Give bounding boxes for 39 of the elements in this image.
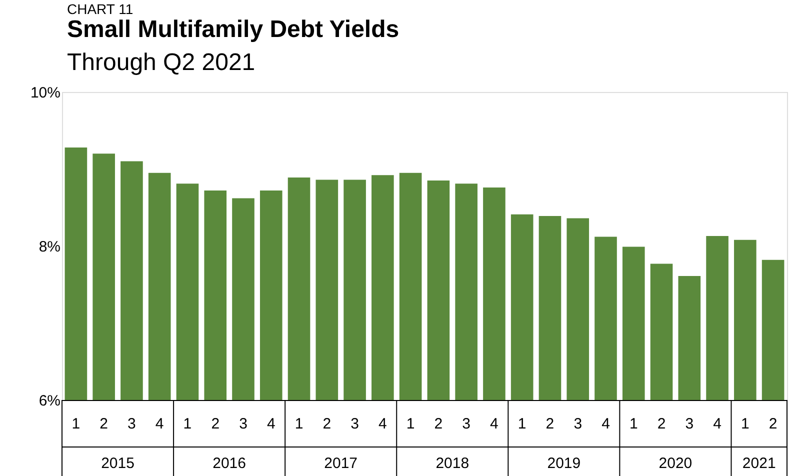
x-tick-label: 2 xyxy=(768,416,778,432)
x-tick-label: 1 xyxy=(518,416,526,432)
x-tick-label: 2 xyxy=(546,416,554,432)
x-tick-label: 3 xyxy=(350,416,359,432)
x-tick-label: 2 xyxy=(211,416,220,432)
x-tick-label: 2 xyxy=(322,416,332,432)
x-tick-label: 3 xyxy=(128,416,136,432)
x-tick-label: 4 xyxy=(155,416,164,432)
x-tick-label: 1 xyxy=(294,416,304,432)
text: 2016 xyxy=(212,455,246,472)
text: 2015 xyxy=(101,455,134,472)
x-tick-label: 4 xyxy=(713,416,722,432)
x-tick-label: 1 xyxy=(183,416,192,432)
y-tick-label: 8% xyxy=(38,238,60,256)
y-tick-label: 10% xyxy=(30,84,60,102)
x-tick-label: 2 xyxy=(434,416,443,432)
x-tick-label: 4 xyxy=(602,416,610,432)
y-tick-label: 6% xyxy=(38,392,60,410)
x-tick-label: 3 xyxy=(685,416,694,432)
x-tick-label: 2 xyxy=(657,416,666,432)
text: 2019 xyxy=(547,455,581,472)
caption: CHART 11 xyxy=(67,1,134,17)
x-tick-label: 4 xyxy=(490,416,498,432)
x-tick-label: 1 xyxy=(629,416,638,432)
x-tick-label: 4 xyxy=(266,416,276,432)
text: 2017 xyxy=(324,455,358,472)
chart-subtitle: Through Q2 2021 xyxy=(67,49,256,76)
x-tick-label: 3 xyxy=(574,416,582,432)
text: 2020 xyxy=(658,455,692,472)
x-tick-label: 1 xyxy=(72,416,80,432)
x-tick-label: 3 xyxy=(239,416,248,432)
x-tick-label: 3 xyxy=(462,416,470,432)
x-tick-label: 2 xyxy=(100,416,108,432)
x-tick-label: 4 xyxy=(378,416,387,432)
text: 2021 xyxy=(742,455,776,472)
chart-title: Small Multifamily Debt Yields xyxy=(67,16,400,43)
text: 2018 xyxy=(436,455,470,472)
x-tick-label: 1 xyxy=(741,416,750,432)
x-tick-label: 1 xyxy=(406,416,415,432)
